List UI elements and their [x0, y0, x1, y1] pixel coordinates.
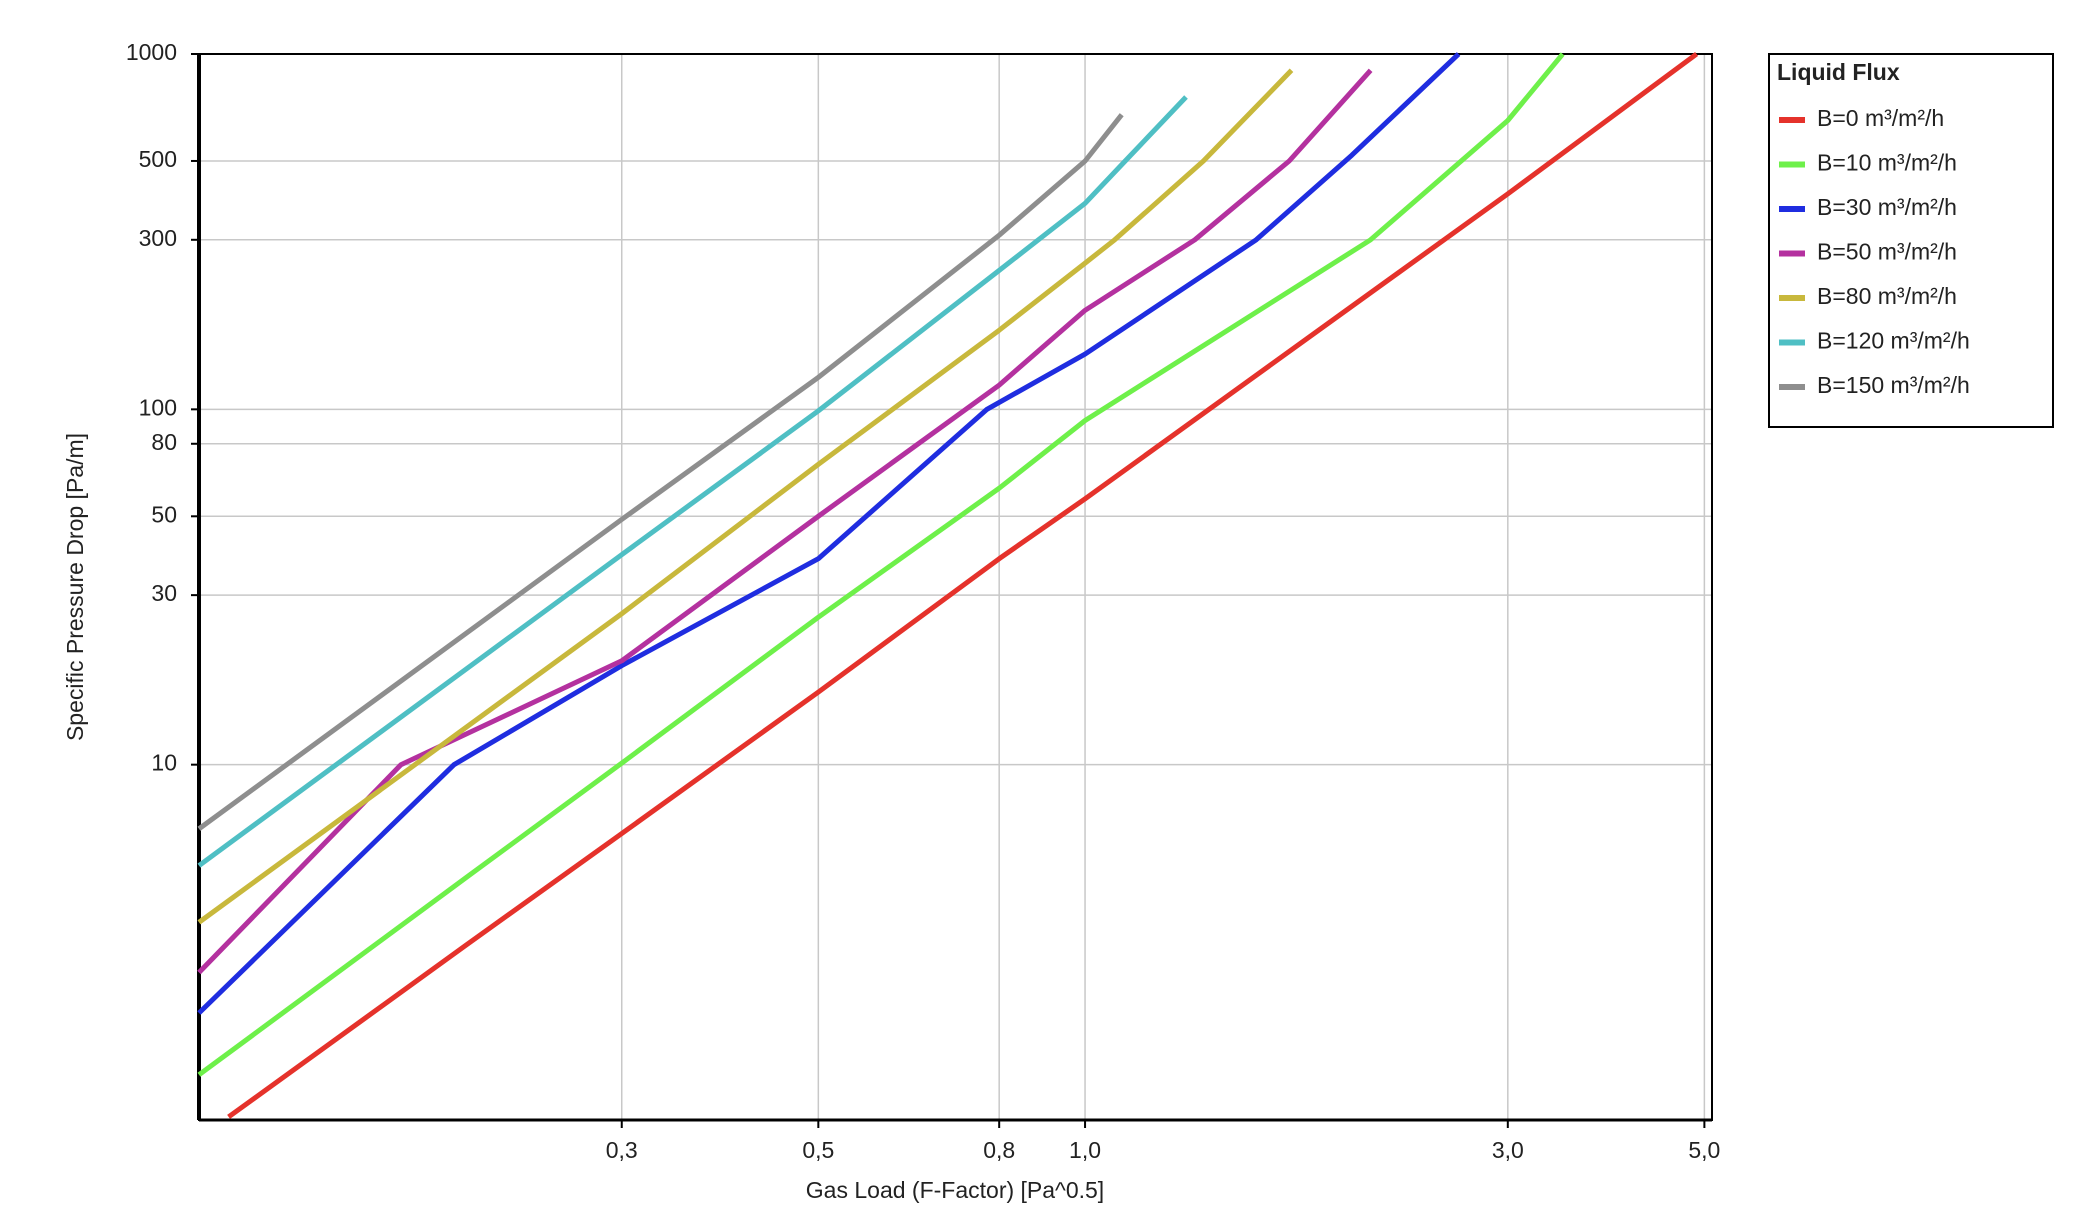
series-line — [197, 68, 1294, 925]
series-line — [197, 95, 1188, 868]
x-tick-label: 3,0 — [1492, 1137, 1524, 1163]
x-tick-label: 0,5 — [802, 1137, 834, 1163]
y-tick-label: 1000 — [126, 39, 177, 65]
legend-label: B=50 m³/m²/h — [1817, 239, 1957, 265]
y-tick-label: 30 — [151, 580, 177, 606]
legend-box — [1768, 53, 2054, 428]
series-line — [227, 51, 1699, 1119]
series-line — [197, 52, 1461, 1015]
series-line — [197, 113, 1124, 831]
legend-label: B=10 m³/m²/h — [1817, 150, 1957, 176]
series-line — [197, 68, 1373, 975]
plot-frame — [198, 53, 1713, 1121]
x-tick-label: 0,3 — [606, 1137, 638, 1163]
legend-label: B=150 m³/m²/h — [1817, 372, 1970, 398]
legend-title: Liquid Flux — [1777, 59, 1900, 85]
legend-label: B=30 m³/m²/h — [1817, 194, 1957, 220]
x-tick-label: 1,0 — [1069, 1137, 1101, 1163]
y-tick-label: 300 — [139, 225, 177, 251]
y-tick-label: 100 — [139, 394, 177, 420]
x-tick-label: 5,0 — [1688, 1137, 1720, 1163]
y-tick-label: 50 — [151, 501, 177, 527]
y-tick-label: 10 — [151, 750, 177, 776]
y-tick-label: 500 — [139, 146, 177, 172]
y-tick-label: 80 — [151, 429, 177, 455]
legend-label: B=0 m³/m²/h — [1817, 105, 1944, 131]
y-axis-title: Specific Pressure Drop [Pa/m] — [62, 433, 88, 741]
x-axis-title: Gas Load (F-Factor) [Pa^0.5] — [806, 1177, 1104, 1203]
legend-label: B=80 m³/m²/h — [1817, 283, 1957, 309]
x-tick-label: 0,8 — [983, 1137, 1015, 1163]
legend-label: B=120 m³/m²/h — [1817, 328, 1970, 354]
series-line — [197, 52, 1565, 1077]
